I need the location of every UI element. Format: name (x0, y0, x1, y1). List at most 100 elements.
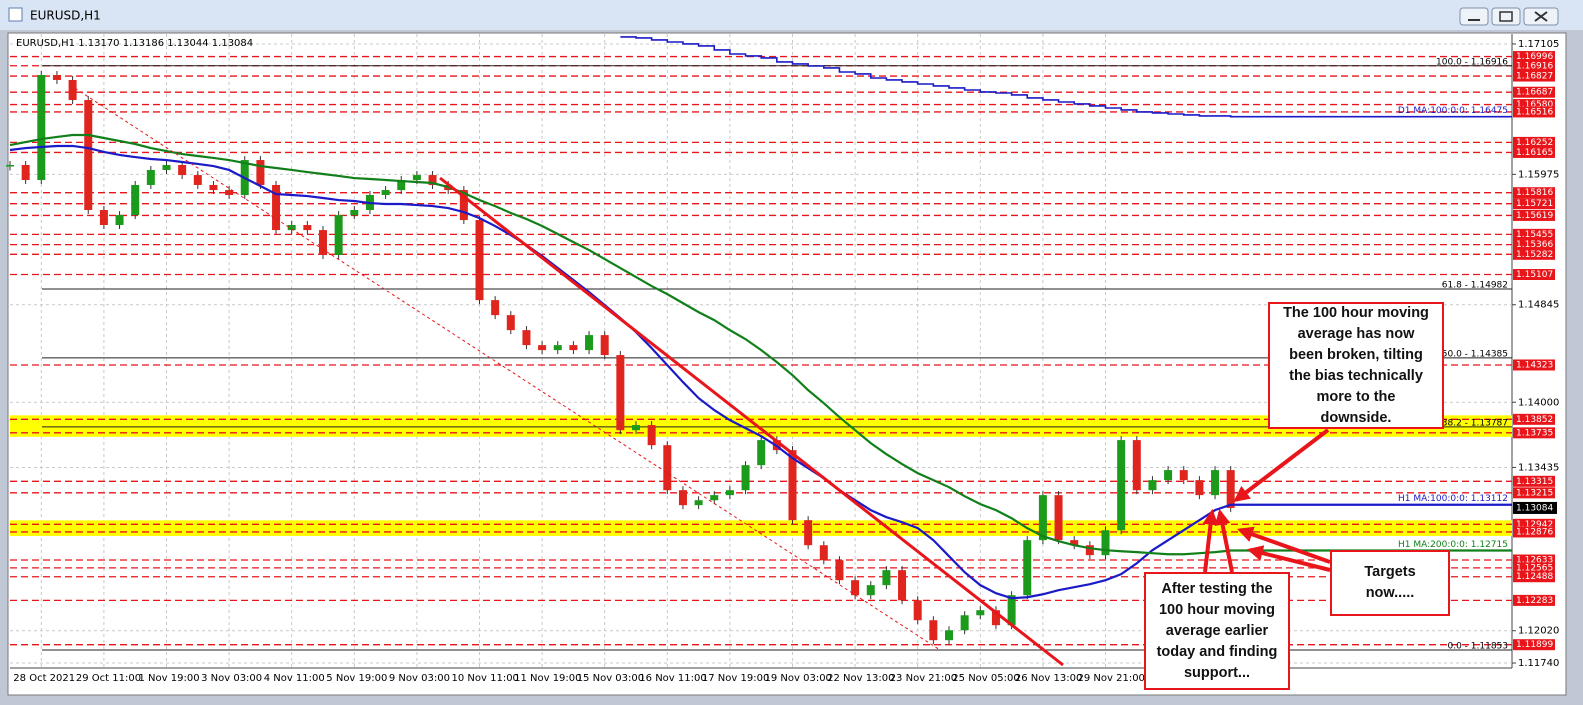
candle (569, 345, 578, 351)
arrows (1202, 428, 1331, 573)
level-tag (1513, 86, 1555, 98)
candle (522, 330, 531, 346)
candle (819, 545, 828, 561)
level-label: 1.15721 (1516, 199, 1553, 209)
candle (1101, 530, 1110, 556)
y-tick-label: 1.12020 (1518, 626, 1559, 637)
candle (287, 225, 296, 231)
level-tag (1513, 487, 1555, 499)
level-label: 1.15107 (1516, 270, 1553, 280)
level-tag (1513, 106, 1555, 118)
level-label: 1.16916 (1516, 61, 1553, 71)
candle (960, 615, 969, 631)
x-tick-label: 17 Nov 19:00 (702, 673, 769, 684)
candle (52, 75, 61, 80)
candle (725, 490, 734, 496)
candle (1179, 470, 1188, 481)
x-tick-label: 19 Nov 03:00 (765, 673, 832, 684)
annotation: Targets now..... (1330, 550, 1450, 616)
level-label: 1.15816 (1516, 188, 1553, 198)
level-label: 1.14323 (1516, 360, 1553, 370)
candle (303, 225, 312, 231)
level-label: 1.16827 (1516, 72, 1553, 82)
level-tag (1513, 269, 1555, 281)
level-label: 1.13852 (1516, 415, 1553, 425)
candle (632, 425, 640, 431)
candle (538, 345, 547, 351)
candle (146, 169, 155, 185)
level-label: 1.11899 (1516, 640, 1553, 650)
candle (1054, 495, 1063, 541)
candle (585, 335, 594, 351)
x-tick-label: 15 Nov 03:00 (577, 673, 644, 684)
x-tick-label: 3 Nov 03:00 (201, 673, 262, 684)
level-label: 1.12633 (1516, 555, 1553, 565)
candle (459, 190, 468, 221)
candle (1211, 470, 1220, 496)
level-tag (1513, 475, 1555, 487)
x-tick-label: 9 Nov 03:00 (389, 673, 450, 684)
candle (929, 620, 938, 641)
y-tick-label: 1.15975 (1518, 169, 1559, 180)
level-tag (1513, 198, 1555, 210)
candle (1132, 440, 1141, 491)
candle (663, 445, 672, 491)
x-tick-label: 29 Oct 11:00 (76, 673, 141, 684)
annotation: After testing the 100 hour moving averag… (1144, 572, 1290, 690)
ma-label: D1 MA:100:0:0: 1.16475 (1398, 106, 1508, 116)
ma-label: H1 MA:100:0:0: 1.13112 (1398, 494, 1508, 504)
candle (1085, 545, 1094, 556)
candle (898, 570, 907, 601)
candle (209, 184, 218, 191)
fib-label: 38.2 - 1.13787 (1442, 418, 1508, 428)
candle (678, 490, 687, 506)
maximize-button[interactable] (1491, 7, 1521, 26)
candle (1070, 540, 1079, 546)
level-label: 1.16687 (1516, 88, 1553, 98)
candle (866, 585, 875, 596)
x-tick-label: 25 Nov 05:00 (952, 673, 1019, 684)
ma-line (620, 36, 1512, 118)
ma-line (9, 133, 1512, 556)
level-tag (1513, 60, 1555, 72)
candle (882, 570, 891, 586)
candle (553, 345, 562, 351)
candle (397, 180, 406, 191)
fib-label: 100.0 - 1.16916 (1436, 57, 1508, 67)
candle (21, 165, 30, 181)
level-tag (1513, 518, 1555, 530)
level-tag (1513, 594, 1555, 606)
candle (115, 215, 124, 226)
level-tag (1513, 554, 1555, 566)
level-tag (1513, 359, 1555, 371)
minimize-button[interactable] (1459, 7, 1489, 26)
trend-line (439, 176, 1064, 667)
candle (1226, 470, 1235, 508)
candle (1164, 470, 1173, 481)
window-icon (8, 7, 23, 22)
candle (99, 210, 108, 226)
level-label: 1.12565 (1516, 563, 1553, 573)
candle (1023, 540, 1032, 596)
ma-label: H1 MA:200:0:0: 1.12715 (1398, 540, 1508, 550)
x-tick-label: 23 Nov 21:00 (890, 673, 957, 684)
candle (319, 230, 327, 256)
title-bar (0, 0, 1583, 30)
level-tag (1513, 639, 1555, 651)
level-tag (1513, 413, 1555, 425)
level-label: 1.16580 (1516, 100, 1553, 110)
candle (804, 520, 813, 546)
candle (1195, 480, 1204, 496)
y-tick-label: 1.14845 (1518, 300, 1559, 311)
level-label: 1.13735 (1516, 428, 1553, 438)
chart-header: EURUSD,H1 1.13170 1.13186 1.13044 1.1308… (16, 38, 253, 49)
candle (381, 190, 390, 196)
y-tick-label: 1.11740 (1518, 658, 1559, 669)
candle (851, 580, 860, 596)
candle (6, 165, 14, 167)
level-label: 1.16165 (1516, 148, 1553, 158)
fib-label: 61.8 - 1.14982 (1442, 280, 1508, 290)
level-label: 1.15282 (1516, 250, 1553, 260)
candle (84, 100, 93, 211)
candle (491, 300, 500, 316)
